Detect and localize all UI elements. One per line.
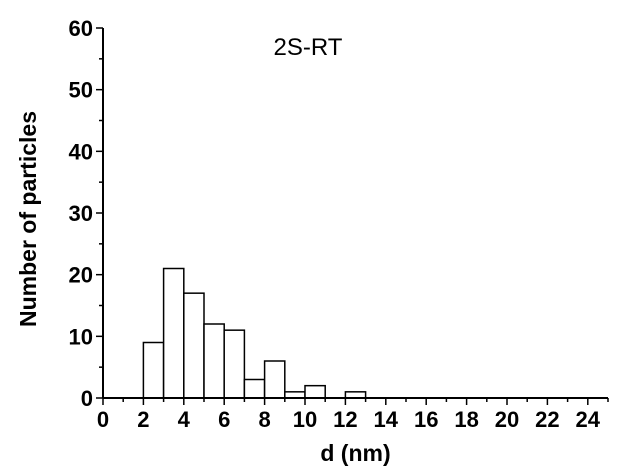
y-ticks-group: 0 10 20 30 40 50 60: [69, 16, 103, 411]
x-tick-label: 24: [576, 407, 601, 432]
histogram-bar: [204, 324, 224, 398]
histogram-bar: [244, 380, 264, 399]
histogram-bar: [305, 386, 325, 398]
x-tick-label: 6: [218, 407, 230, 432]
x-tick-label: 12: [333, 407, 357, 432]
histogram-bar: [265, 361, 285, 398]
x-tick-label: 8: [258, 407, 270, 432]
y-tick-label: 50: [69, 78, 93, 103]
y-tick-label: 30: [69, 201, 93, 226]
sample-annotation: 2S-RT: [274, 34, 343, 61]
x-tick-label: 14: [374, 407, 399, 432]
y-axis-title: Number of particles: [15, 111, 41, 327]
histogram-bar: [143, 343, 163, 399]
y-tick-label: 60: [69, 16, 93, 41]
histogram-bar: [224, 330, 244, 398]
histogram-bar: [184, 293, 204, 398]
x-tick-label: 10: [293, 407, 317, 432]
x-axis-title: d (nm): [320, 440, 390, 466]
y-tick-label: 40: [69, 139, 93, 164]
y-tick-label: 0: [81, 386, 93, 411]
x-tick-label: 4: [178, 407, 191, 432]
y-tick-label: 20: [69, 263, 93, 288]
x-tick-label: 22: [535, 407, 559, 432]
x-tick-label: 18: [454, 407, 478, 432]
histogram-bar: [164, 269, 184, 399]
x-tick-label: 2: [137, 407, 149, 432]
x-tick-label: 20: [495, 407, 519, 432]
y-tick-label: 10: [69, 324, 93, 349]
x-tick-label: 16: [414, 407, 438, 432]
x-tick-label: 0: [97, 407, 109, 432]
x-ticks-group: 0 2 4 6 8 10 12 14 16 18 20 22 24: [97, 398, 608, 432]
bars-group: [143, 269, 365, 399]
